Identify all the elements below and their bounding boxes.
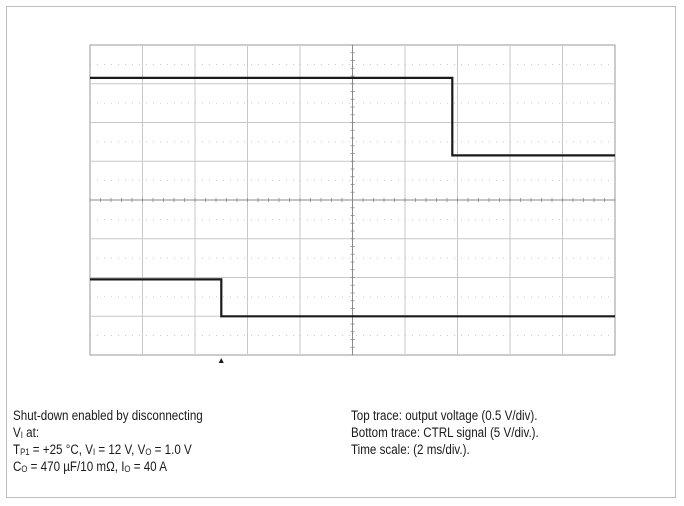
vi-var2: V (85, 442, 93, 457)
vo-val: = 1.0 V (151, 442, 191, 457)
caption-left-line2: VI at: (13, 424, 297, 441)
caption-left-line1: Shut-down enabled by disconnecting (13, 407, 297, 424)
top-trace-label: Top trace: output voltage (0.5 V/div). (351, 407, 635, 424)
vi-val: = 12 V, (95, 442, 138, 457)
tp-val: = +25 °C, (30, 442, 86, 457)
time-scale-label: Time scale: (2 ms/div.). (351, 441, 635, 458)
tp-sub: P1 (20, 447, 29, 457)
caption-left: Shut-down enabled by disconnecting VI at… (13, 407, 297, 475)
grid (90, 45, 615, 355)
caption-left-conditions2: CO = 470 µF/10 mΩ, IO = 40 A (13, 458, 297, 475)
caption-right: Top trace: output voltage (0.5 V/div). B… (351, 407, 635, 458)
co-val: = 470 µF/10 mΩ, (27, 459, 121, 474)
co-var: C (13, 459, 21, 474)
vi-rest: at: (23, 425, 39, 440)
vo-var: V (138, 442, 146, 457)
io-val: = 40 A (130, 459, 166, 474)
bottom-trace-label: Bottom trace: CTRL signal (5 V/div.). (351, 424, 635, 441)
markers (219, 358, 224, 363)
vi-var: V (13, 425, 21, 440)
caption-left-conditions1: TP1 = +25 °C, VI = 12 V, VO = 1.0 V (13, 441, 297, 458)
trigger-marker-icon (219, 358, 224, 363)
